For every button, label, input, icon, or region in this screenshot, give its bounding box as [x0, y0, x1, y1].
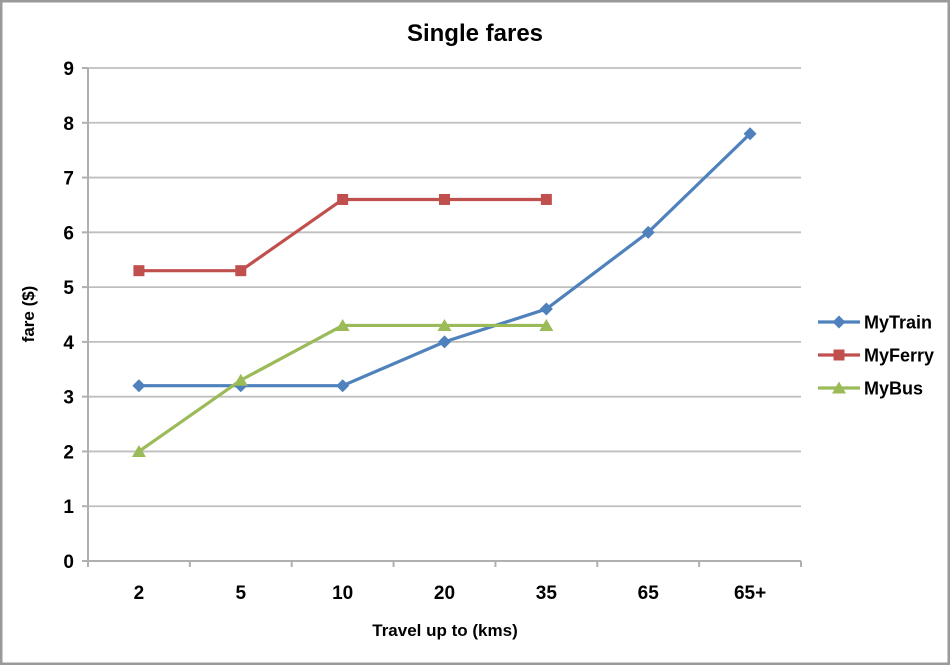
marker-myferry-0[interactable]	[133, 265, 145, 277]
series-group	[131, 127, 757, 457]
y-tick-label: 8	[63, 114, 74, 135]
marker-mytrain-2[interactable]	[336, 379, 350, 393]
marker-myferry-2[interactable]	[337, 193, 349, 205]
x-axis-title: Travel up to (kms)	[372, 621, 517, 640]
marker-mytrain-5[interactable]	[641, 225, 655, 239]
legend-label-myferry: MyFerry	[864, 346, 934, 366]
y-axis-title: fare ($)	[19, 286, 38, 343]
series-myferry[interactable]	[133, 193, 552, 277]
marker-mybus-1[interactable]	[233, 373, 248, 386]
x-tick-label: 20	[434, 583, 455, 604]
y-tick-label: 5	[63, 278, 74, 299]
marker-mytrain-3[interactable]	[438, 335, 451, 349]
legend-item-mybus[interactable]: MyBus	[818, 379, 923, 399]
marker-myferry-1[interactable]	[235, 265, 247, 277]
x-tick-label: 5	[235, 583, 246, 604]
legend-marker-mybus	[832, 381, 846, 394]
marker-mytrain-0[interactable]	[132, 379, 146, 393]
series-mybus[interactable]	[131, 318, 554, 457]
marker-mybus-3[interactable]	[437, 318, 452, 331]
marker-mytrain-4[interactable]	[539, 302, 553, 316]
legend-item-mytrain[interactable]: MyTrain	[818, 313, 932, 333]
x-tick-label: 2	[134, 583, 145, 604]
x-axis-tick-labels: 2 5 10 20 35 65 65+	[134, 583, 767, 604]
x-tick-label: 65+	[734, 583, 766, 604]
marker-mybus-0[interactable]	[131, 444, 146, 457]
y-tick-label: 0	[63, 552, 74, 573]
legend-label-mybus: MyBus	[864, 379, 923, 399]
x-tick-label: 10	[332, 583, 353, 604]
x-tick-label: 35	[536, 583, 558, 604]
legend-item-myferry[interactable]: MyFerry	[818, 346, 934, 366]
chart-title: Single fares	[407, 20, 543, 47]
y-tick-label: 6	[63, 223, 74, 244]
y-tick-label: 7	[63, 169, 74, 190]
axes	[82, 67, 802, 567]
x-tick-label: 65	[638, 583, 660, 604]
legend-label-mytrain: MyTrain	[864, 313, 932, 333]
y-tick-label: 2	[63, 442, 74, 463]
gridlines	[88, 67, 801, 508]
marker-myferry-3[interactable]	[439, 193, 450, 205]
marker-mybus-4[interactable]	[539, 318, 554, 331]
legend-marker-myferry	[833, 349, 845, 361]
legend-marker-mytrain	[832, 315, 846, 329]
marker-myferry-4[interactable]	[540, 193, 552, 205]
y-tick-label: 9	[63, 59, 74, 80]
marker-mytrain-6[interactable]	[743, 127, 757, 141]
y-tick-label: 1	[63, 497, 74, 518]
legend: MyTrain MyFerry MyBus	[818, 313, 934, 399]
y-tick-label: 4	[63, 333, 74, 354]
marker-mybus-2[interactable]	[335, 318, 350, 331]
y-axis-tick-labels: 0 1 2 3 4 5 6 7 8 9	[63, 59, 74, 573]
y-tick-label: 3	[63, 388, 74, 409]
